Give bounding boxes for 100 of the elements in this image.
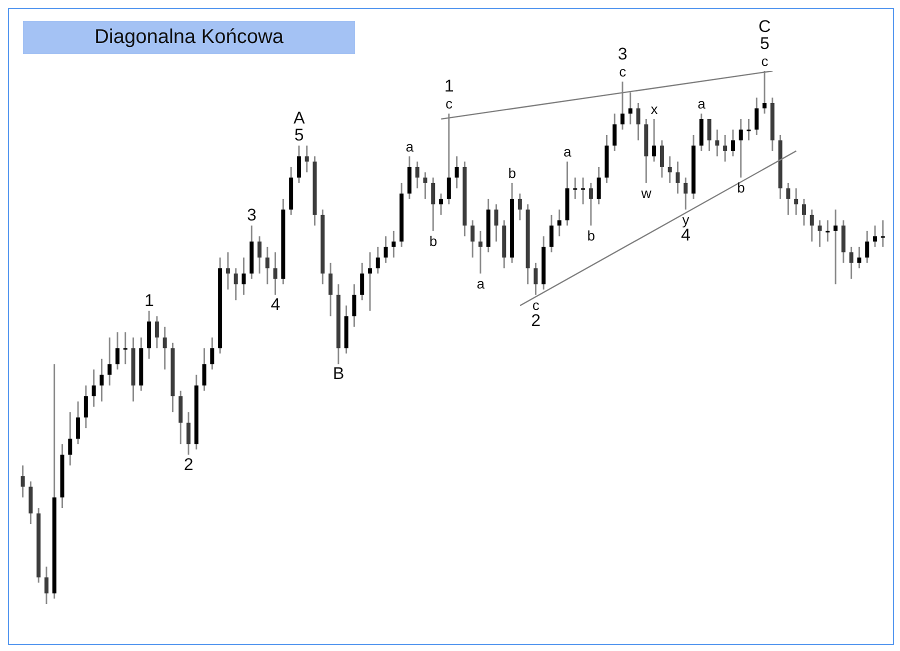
candlestick <box>880 219 885 248</box>
candlestick <box>707 118 712 152</box>
candlestick <box>857 246 862 269</box>
candlestick <box>423 172 428 200</box>
candlestick <box>84 384 88 429</box>
candlestick <box>849 246 854 280</box>
candlestick <box>273 251 278 296</box>
candlestick <box>186 411 190 456</box>
candlestick <box>304 144 309 174</box>
candlestick <box>865 230 870 264</box>
candlestick <box>76 400 80 445</box>
annotation: a <box>406 138 414 154</box>
annotation: c <box>619 64 626 80</box>
candlestick <box>368 251 372 312</box>
annotation: 5 <box>294 126 304 145</box>
candlestick <box>210 336 214 370</box>
candlestick <box>100 358 104 402</box>
annotation: 3 <box>247 206 257 225</box>
candlestick <box>92 368 96 408</box>
candlestick <box>415 160 420 190</box>
candlestick <box>660 140 664 178</box>
candlestick <box>202 347 206 392</box>
candlestick <box>226 251 230 290</box>
candlestick <box>581 176 586 205</box>
candlestick <box>676 160 680 194</box>
text: c <box>761 53 768 69</box>
annotation: 2 <box>184 454 194 474</box>
annotation: c <box>532 296 540 313</box>
annotation: 1 <box>444 76 454 96</box>
candlestick <box>596 166 601 205</box>
candlestick <box>242 256 246 296</box>
candlestick <box>352 283 356 328</box>
candlestick <box>478 230 482 274</box>
annotation: b <box>737 180 746 196</box>
text: 5 <box>760 34 770 53</box>
annotation: a <box>698 96 706 112</box>
candlestick <box>723 134 728 162</box>
candlestick <box>108 336 112 386</box>
annotation: c <box>446 96 453 112</box>
candlestick <box>454 156 459 190</box>
candlestick <box>431 176 436 232</box>
candlestick <box>494 204 498 242</box>
candlestick <box>730 128 735 158</box>
candlestick <box>549 214 554 253</box>
candlestick <box>518 192 522 221</box>
candlestick <box>44 566 48 604</box>
candlestick <box>754 96 759 136</box>
candlestick <box>360 262 364 301</box>
candlestick <box>376 246 380 274</box>
candlestick <box>470 219 475 258</box>
annotation: A <box>293 108 306 128</box>
candlestick <box>534 262 538 296</box>
candlestick <box>636 102 640 142</box>
candlestick <box>68 411 72 466</box>
annotation: 2 <box>531 310 541 330</box>
candlestick <box>154 315 159 349</box>
candlestick <box>684 176 688 210</box>
candlestick <box>115 331 120 370</box>
candlestick <box>873 224 878 248</box>
annotation: y <box>682 212 690 228</box>
candlestick <box>746 118 751 142</box>
candlestick <box>826 219 830 242</box>
candlestick <box>384 235 388 264</box>
annotation: B <box>332 364 344 384</box>
candlestick <box>794 188 798 216</box>
candlestick <box>802 198 806 226</box>
candlestick <box>258 235 262 274</box>
annotation: 4 <box>270 294 280 314</box>
candlestick <box>265 246 270 285</box>
candlestick <box>296 144 301 184</box>
annotation: b <box>429 232 438 249</box>
candlestick <box>715 128 720 158</box>
candlestick <box>738 118 743 178</box>
candlestick <box>786 182 790 216</box>
annotation: x <box>650 100 658 117</box>
candlestick <box>392 230 396 258</box>
candlestick <box>818 219 822 248</box>
annotation: 1 <box>144 290 154 310</box>
candlestick <box>652 118 656 162</box>
annotation: b <box>508 164 516 181</box>
annotation: a <box>564 144 572 160</box>
candlestick <box>123 331 128 365</box>
candlestick <box>439 192 444 216</box>
candlestick <box>612 112 617 152</box>
candlestick <box>162 326 167 370</box>
annotation: b <box>587 228 596 244</box>
annotation: a <box>476 276 485 292</box>
candlestick <box>328 262 333 317</box>
candlestick <box>834 208 838 285</box>
text: 3 <box>618 44 628 64</box>
candlestick <box>810 208 814 242</box>
annotation: w <box>640 184 652 201</box>
chart-title: Diagonalna Końcowa <box>23 21 355 54</box>
candlestick <box>20 464 25 498</box>
candlestick <box>234 267 238 301</box>
candlestick <box>573 176 578 200</box>
candlestick <box>588 182 593 226</box>
candlestick <box>557 208 562 237</box>
text: C <box>758 17 771 36</box>
candlestick <box>668 156 672 184</box>
